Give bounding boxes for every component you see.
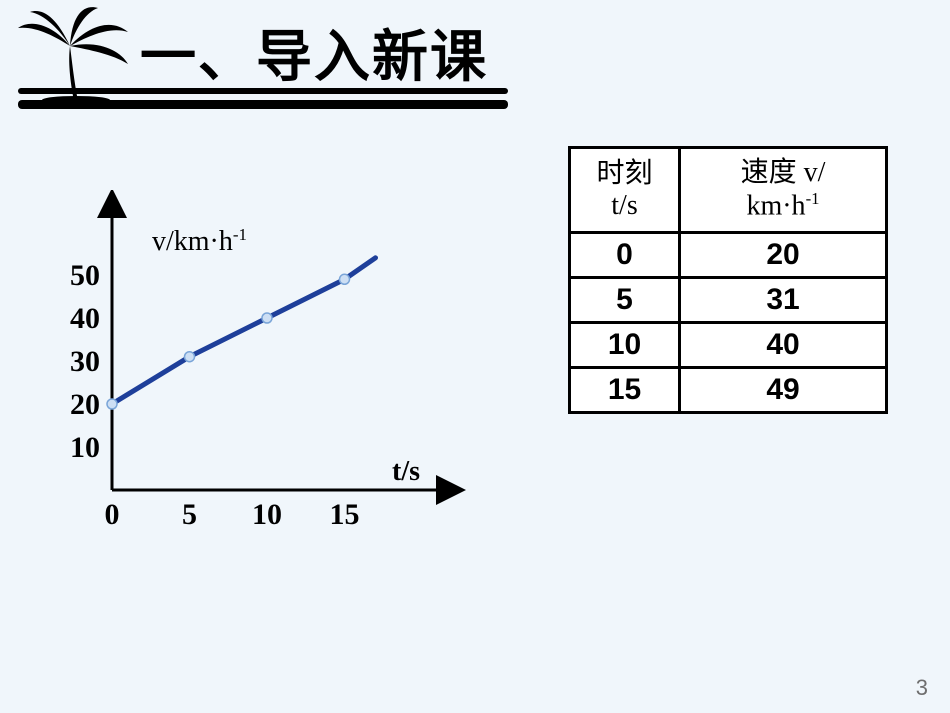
velocity-chart: 10 20 30 40 50 0 5 10 15 v/km·h-1 t/s	[60, 190, 500, 560]
svg-text:0: 0	[105, 498, 120, 531]
table-cell: 0	[570, 232, 680, 277]
table-cell: 5	[570, 277, 680, 322]
data-table: 时刻 t/s 速度 v/ km·h-1 02053110401549	[568, 146, 888, 414]
svg-text:t/s: t/s	[392, 456, 420, 487]
table-cell: 31	[680, 277, 887, 322]
velocity-table: 时刻 t/s 速度 v/ km·h-1 02053110401549	[568, 146, 888, 414]
chart-svg: 10 20 30 40 50 0 5 10 15 v/km·h-1 t/s	[60, 190, 500, 560]
table-row: 1549	[570, 367, 887, 412]
table-row: 1040	[570, 322, 887, 367]
svg-text:30: 30	[70, 345, 100, 378]
title-underline	[18, 88, 508, 109]
svg-text:10: 10	[252, 498, 282, 531]
svg-text:5: 5	[182, 498, 197, 531]
svg-text:40: 40	[70, 302, 100, 335]
table-cell: 49	[680, 367, 887, 412]
table-cell: 40	[680, 322, 887, 367]
table-cell: 20	[680, 232, 887, 277]
col-header-time: 时刻 t/s	[570, 148, 680, 233]
table-row: 531	[570, 277, 887, 322]
slide-title: 一、导入新课	[140, 12, 488, 93]
svg-text:15: 15	[330, 498, 360, 531]
slide-content: 1020304050051015v/km·h-1t/s 时刻 t/s 速度 v/…	[0, 140, 950, 660]
svg-text:v/km·h-1: v/km·h-1	[152, 225, 247, 257]
col-header-velocity: 速度 v/ km·h-1	[680, 148, 887, 233]
page-number: 3	[916, 675, 928, 701]
table-row: 020	[570, 232, 887, 277]
svg-text:10: 10	[70, 431, 100, 464]
svg-text:50: 50	[70, 259, 100, 292]
slide-header: 一、导入新课	[0, 0, 950, 140]
table-cell: 15	[570, 367, 680, 412]
svg-text:20: 20	[70, 388, 100, 421]
table-cell: 10	[570, 322, 680, 367]
